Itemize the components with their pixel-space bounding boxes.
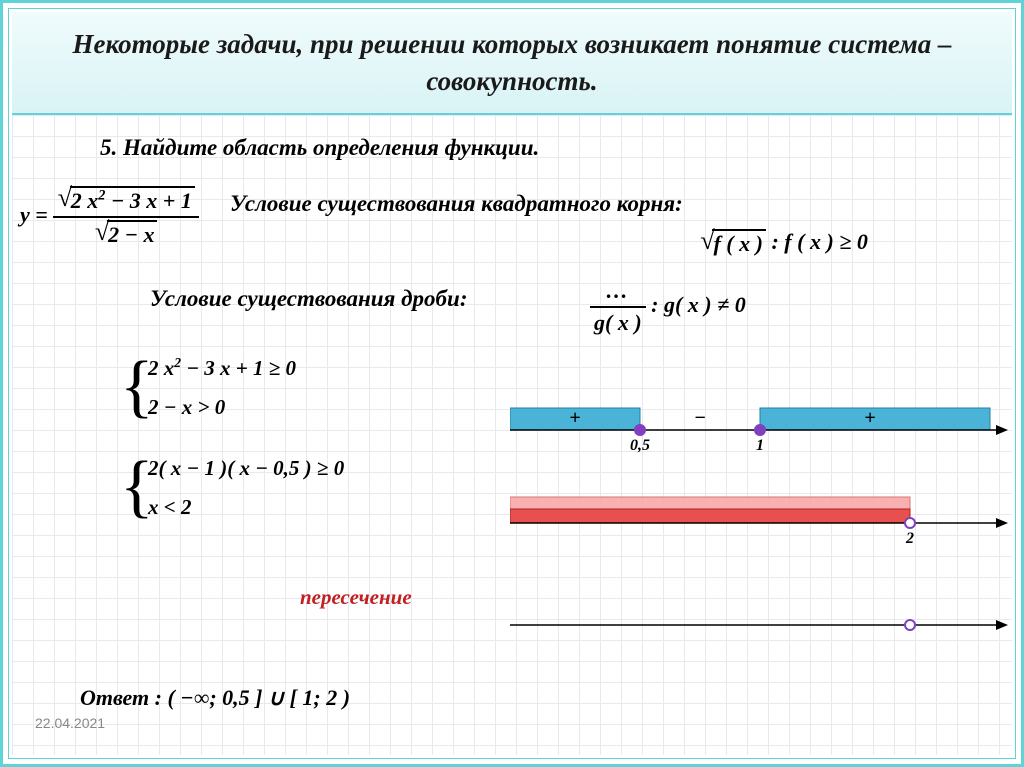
- sqrt-condition-label: Условие существования квадратного корня:: [230, 191, 683, 217]
- frac-den: g( x ): [590, 308, 646, 336]
- task-text: 5. Найдите область определения функции.: [100, 135, 1004, 161]
- sqrt-fx: f ( x ): [712, 229, 765, 257]
- main-formula: y = √2 x2 − 3 x + 1 √2 − x: [20, 186, 199, 248]
- sqrt-rhs: : f ( x ) ≥ 0: [766, 229, 868, 254]
- sqrt-condition-expr: √f ( x ) : f ( x ) ≥ 0: [700, 229, 868, 257]
- system2: 2( x − 1 )( x − 0,5 ) ≥ 0 x < 2: [148, 456, 344, 520]
- numberline-1: + − +0,5 1: [510, 385, 1010, 455]
- y-equals: y =: [20, 202, 48, 227]
- svg-text:+: +: [864, 407, 875, 429]
- title-text: Некоторые задачи, при решении которых во…: [52, 26, 972, 99]
- answer: Ответ : ( −∞; 0,5 ] ∪ [ 1; 2 ): [80, 685, 350, 711]
- frac-condition-row: Условие существования дроби: ... g( x ) …: [20, 286, 1004, 336]
- svg-text:−: −: [694, 407, 706, 429]
- numberline-2: 2: [510, 478, 1010, 543]
- system1: 2 x2 − 3 x + 1 ≥ 0 2 − x > 0: [148, 356, 296, 420]
- frac-condition-label: Условие существования дроби:: [150, 286, 467, 312]
- sys2-line1: 2( x − 1 )( x − 0,5 ) ≥ 0: [148, 456, 344, 481]
- svg-text:2: 2: [905, 530, 914, 543]
- sys1-line2: 2 − x > 0: [148, 395, 296, 420]
- svg-text:+: +: [569, 407, 580, 429]
- frac-rhs: : g( x ) ≠ 0: [646, 292, 746, 317]
- numerator: 2 x2 − 3 x + 1: [70, 186, 195, 214]
- svg-text:0,5: 0,5: [630, 437, 650, 454]
- content-area: 5. Найдите область определения функции. …: [20, 130, 1004, 747]
- sys2-line2: x < 2: [148, 495, 344, 520]
- numberline-3: [510, 605, 1010, 645]
- svg-text:1: 1: [756, 437, 764, 454]
- slide-title: Некоторые задачи, при решении которых во…: [12, 12, 1012, 115]
- intersection-label: пересечение: [300, 585, 412, 610]
- denominator: 2 − x: [107, 220, 157, 248]
- answer-label: Ответ :: [80, 685, 167, 710]
- frac-condition-expr: ... g( x ) : g( x ) ≠ 0: [590, 278, 746, 336]
- frac-num: ...: [590, 278, 646, 308]
- formula-row: y = √2 x2 − 3 x + 1 √2 − x Условие сущес…: [20, 181, 1004, 261]
- answer-value: ( −∞; 0,5 ] ∪ [ 1; 2 ): [167, 685, 350, 710]
- date-footer: 22.04.2021: [35, 715, 105, 731]
- sys1-line1: 2 x2 − 3 x + 1 ≥ 0: [148, 356, 296, 381]
